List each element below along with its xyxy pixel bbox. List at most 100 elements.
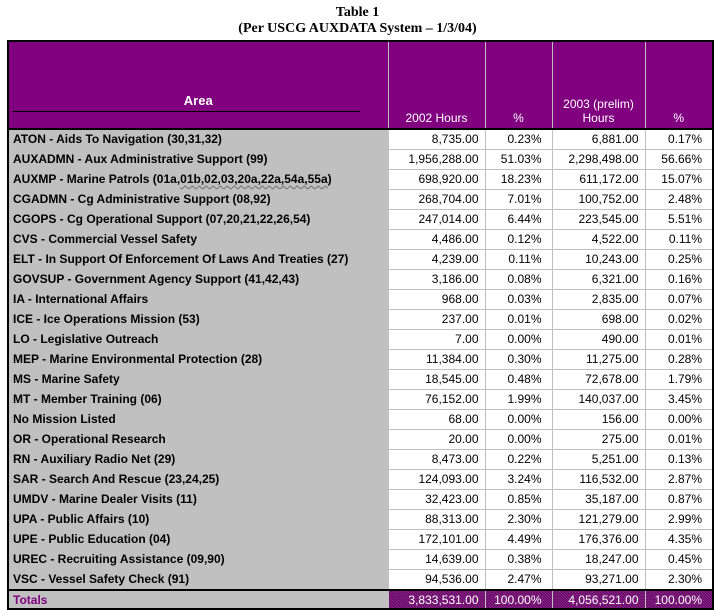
area-cell: No Mission Listed — [8, 409, 388, 430]
column-header-2003-hours: 2003 (prelim) Hours — [551, 41, 645, 130]
header-2003-hours-label: Hours — [582, 111, 615, 125]
hours-2002-cell: 247,014.00 — [387, 209, 485, 230]
header-2003-prelim-label: 2003 (prelim) — [563, 97, 634, 111]
hours-2003-cell: 2,835.00 — [551, 289, 645, 310]
area-cell: SAR - Search And Rescue (23,24,25) — [8, 469, 388, 490]
area-cell: CGADMN - Cg Administrative Support (08,9… — [8, 189, 388, 210]
hours-2003-cell: 4,522.00 — [551, 229, 645, 250]
percent-2002-cell: 18.23% — [484, 169, 552, 190]
table-row: CGOPS - Cg Operational Support (07,20,21… — [8, 209, 713, 230]
hours-2003-cell: 72,678.00 — [551, 369, 645, 390]
hours-2003-cell: 156.00 — [551, 409, 645, 430]
percent-2002-cell: 0.08% — [484, 269, 552, 290]
hours-2002-cell: 268,704.00 — [387, 189, 485, 210]
percent-2002-cell: 0.00% — [484, 409, 552, 430]
percent-2002-cell: 0.03% — [484, 289, 552, 310]
percent-2003-cell: 0.25% — [644, 249, 713, 270]
table-row: GOVSUP - Government Agency Support (41,4… — [8, 269, 713, 290]
hours-2003-cell: 490.00 — [551, 329, 645, 350]
area-cell: MS - Marine Safety — [8, 369, 388, 390]
percent-2003-cell: 2.99% — [644, 509, 713, 530]
hours-2002-cell: 968.00 — [387, 289, 485, 310]
title-block: Table 1 (Per USCG AUXDATA System – 1/3/0… — [0, 0, 715, 37]
hours-2003-cell: 6,881.00 — [551, 129, 645, 150]
table-subtitle: (Per USCG AUXDATA System – 1/3/04) — [238, 21, 477, 36]
hours-2003-cell: 11,275.00 — [551, 349, 645, 370]
area-label-wavy-underlined-segment: 01b,02,03,20a,22a,54a,55a — [180, 172, 328, 186]
percent-2003-cell: 0.00% — [644, 409, 713, 430]
table-title: Table 1 — [335, 5, 380, 20]
table-row: UREC - Recruiting Assistance (09,90) 14,6… — [8, 549, 713, 570]
area-label-segment: ) — [327, 172, 332, 186]
hours-2002-cell: 4,239.00 — [387, 249, 485, 270]
hours-2002-cell: 32,423.00 — [387, 489, 485, 510]
percent-2003-cell: 3.45% — [644, 389, 713, 410]
area-header-label: Area — [183, 93, 213, 108]
header-2003-percent-label: % — [673, 111, 685, 125]
totals-2002-percent: 100.00% — [484, 589, 552, 609]
area-cell: UPA - Public Affairs (10) — [8, 509, 388, 530]
area-cell: ELT - In Support Of Enforcement Of Laws … — [8, 249, 388, 270]
percent-2003-cell: 0.02% — [644, 309, 713, 330]
hours-2002-cell: 172,101.00 — [387, 529, 485, 550]
column-header-2003-percent: % — [644, 41, 713, 130]
percent-2002-cell: 0.22% — [484, 449, 552, 470]
hours-2003-cell: 6,321.00 — [551, 269, 645, 290]
percent-2002-cell: 4.49% — [484, 529, 552, 550]
totals-2003-hours: 4,056,521.00 — [551, 589, 645, 609]
hours-2003-cell: 176,376.00 — [551, 529, 645, 550]
table-row: VSC - Vessel Safety Check (91) 94,536.00 2… — [8, 569, 713, 591]
area-cell: IA - International Affairs — [8, 289, 388, 310]
percent-2003-cell: 0.28% — [644, 349, 713, 370]
hours-2003-cell: 5,251.00 — [551, 449, 645, 470]
header-2002-hours-label: 2002 Hours — [405, 111, 468, 125]
percent-2003-cell: 5.51% — [644, 209, 713, 230]
hours-2002-cell: 68.00 — [387, 409, 485, 430]
hours-2002-cell: 237.00 — [387, 309, 485, 330]
hours-2003-cell: 18,247.00 — [551, 549, 645, 570]
header-2002-percent-label: % — [513, 111, 524, 125]
percent-2002-cell: 0.01% — [484, 309, 552, 330]
area-cell: AUXADMN - Aux Administrative Support (99… — [8, 149, 388, 170]
percent-2002-cell: 0.38% — [484, 549, 552, 570]
area-cell: UREC - Recruiting Assistance (09,90) — [8, 549, 388, 570]
percent-2002-cell: 2.30% — [484, 509, 552, 530]
table-row: SAR - Search And Rescue (23,24,25) 124,09… — [8, 469, 713, 490]
area-cell: ATON - Aids To Navigation (30,31,32) — [8, 129, 388, 150]
percent-2003-cell: 15.07% — [644, 169, 713, 190]
percent-2003-cell: 2.30% — [644, 569, 713, 591]
percent-2002-cell: 0.12% — [484, 229, 552, 250]
area-cell: AUXMP - Marine Patrols (01a,01b,02,03,20… — [8, 169, 388, 190]
area-cell: GOVSUP - Government Agency Support (41,4… — [8, 269, 388, 290]
hours-2003-cell: 698.00 — [551, 309, 645, 330]
percent-2002-cell: 0.30% — [484, 349, 552, 370]
hours-2002-cell: 88,313.00 — [387, 509, 485, 530]
percent-2003-cell: 56.66% — [644, 149, 713, 170]
table-row: MEP - Marine Environmental Protection (2… — [8, 349, 713, 370]
area-cell: UPE - Public Education (04) — [8, 529, 388, 550]
percent-2003-cell: 0.16% — [644, 269, 713, 290]
table-row: No Mission Listed 68.00 0.00% 156.00 0.00% — [8, 409, 713, 430]
area-cell: RN - Auxiliary Radio Net (29) — [8, 449, 388, 470]
column-header-area: Area — [8, 41, 388, 130]
area-cell: VSC - Vessel Safety Check (91) — [8, 569, 388, 590]
auxdata-hours-table: Area 2002 Hours % 2003 (prelim) Hours % … — [7, 40, 714, 610]
totals-2002-hours: 3,833,531.00 — [387, 589, 485, 609]
hours-2003-cell: 2,298,498.00 — [551, 149, 645, 170]
table-row: AUXMP - Marine Patrols (01a,01b,02,03,20… — [8, 169, 713, 190]
hours-2003-cell: 10,243.00 — [551, 249, 645, 270]
hours-2002-cell: 94,536.00 — [387, 569, 485, 591]
table-row: IA - International Affairs 968.00 0.03% 2,8… — [8, 289, 713, 310]
percent-2002-cell: 51.03% — [484, 149, 552, 170]
hours-2002-cell: 18,545.00 — [387, 369, 485, 390]
totals-label: Totals — [8, 589, 388, 609]
table-row: ICE - Ice Operations Mission (53) 237.00 0… — [8, 309, 713, 330]
hours-2002-cell: 1,956,288.00 — [387, 149, 485, 170]
hours-2002-cell: 76,152.00 — [387, 389, 485, 410]
hours-2002-cell: 3,186.00 — [387, 269, 485, 290]
hours-2002-cell: 7.00 — [387, 329, 485, 350]
hours-2002-cell: 698,920.00 — [387, 169, 485, 190]
table-row: OR - Operational Research 20.00 0.00% 275.0… — [8, 429, 713, 450]
table-row: ELT - In Support Of Enforcement Of Laws … — [8, 249, 713, 270]
